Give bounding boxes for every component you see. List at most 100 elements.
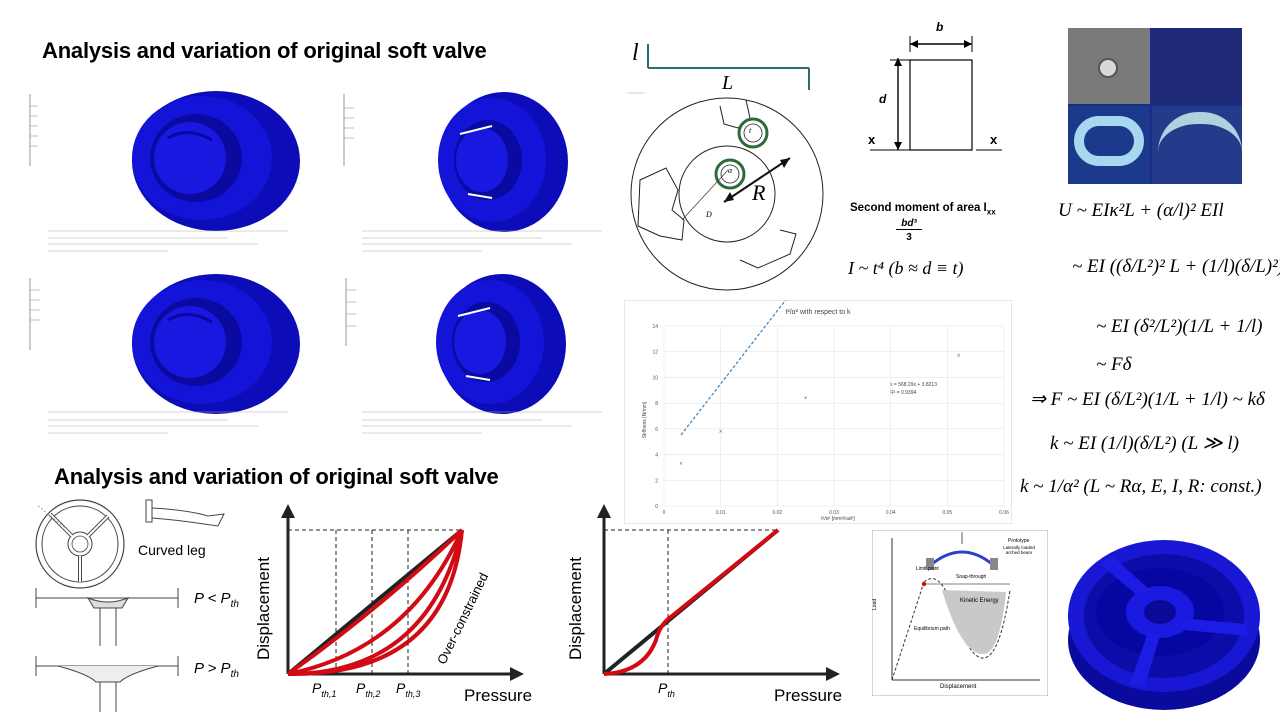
prototype-desc: Laterally loaded arched beam (1003, 545, 1035, 555)
photo-tile-1 (1068, 28, 1150, 104)
fe-render-1 (29, 91, 300, 252)
equation-1: U ~ EIκ²L + (α/l)² EIl (1058, 200, 1224, 221)
fe-panel-3 (28, 270, 340, 452)
equation-2: ~ EI ((δ/L²)² L + (1/l)(δ/L)²) (1072, 256, 1280, 277)
pth-text: P (658, 680, 668, 696)
x-tick-label: 0.04 (886, 510, 896, 516)
x-tick-label: 0.03 (829, 510, 839, 516)
label-l: l (632, 40, 639, 66)
limit-point-marker (921, 581, 927, 587)
data-point: × (804, 396, 808, 402)
pth2-text: P (356, 680, 366, 696)
p-high-text: P > P (194, 660, 231, 677)
pth1-label: Pth,1 (312, 680, 336, 699)
equation-4: ~ Fδ (1096, 354, 1132, 375)
p-high-sub: th (230, 669, 239, 680)
linear-response-line (286, 528, 464, 676)
pressure-chart-1-xlabel: Pressure (464, 686, 533, 705)
photo-tile-2 (1152, 28, 1242, 104)
y-tick-label: 6 (655, 427, 658, 433)
valve-sketch (35, 499, 225, 712)
label-b: b (936, 20, 944, 34)
label-x-right: x (990, 132, 998, 147)
page-title-bottom: Analysis and variation of original soft … (54, 464, 499, 489)
y-tick-label: 0 (655, 504, 658, 510)
label-D: D (706, 210, 712, 219)
formula-denominator: 3 (906, 232, 912, 243)
y-tick-label: 14 (652, 324, 658, 330)
moment-caption-sub: xx (986, 207, 996, 217)
fe-panel-4 (342, 270, 654, 452)
stiffness-chart-xlabel: t²/α² [mm²/rad²] (821, 516, 855, 522)
formula-numerator: bd³ (896, 218, 922, 230)
snap-through-label: Snap-through (956, 574, 987, 580)
equation-5: ⇒ F ~ EI (δ/L²)(1/L + 1/l) ~ kδ (1030, 389, 1265, 410)
pth3-label: Pth,3 (396, 680, 420, 699)
kinetic-energy-region (942, 590, 1006, 655)
curve-3 (287, 529, 464, 677)
pressure-chart-2 (597, 504, 840, 681)
photo-tile-3 (1068, 106, 1150, 184)
fe-render-3 (29, 274, 300, 434)
microscope-photo-grid (1068, 28, 1242, 184)
x-tick-label: 0 (663, 510, 666, 516)
data-point: × (957, 354, 961, 360)
limit-point-label: Limit point (916, 566, 939, 572)
cross-section-diagram (870, 36, 1002, 151)
snap-xlabel: Displacement (940, 684, 977, 690)
pressure-chart-1-ylabel: Displacement (254, 557, 273, 660)
curve-4 (286, 528, 464, 676)
fe-panel-2 (342, 86, 654, 268)
stiffness-chart-ylabel: Stiffness [N/mm] (642, 401, 648, 438)
moment-caption: Second moment of area Ixx (850, 202, 996, 216)
data-point: × (679, 462, 683, 468)
photo-tile-4 (1152, 106, 1242, 184)
label-L: L (722, 72, 734, 94)
curve-1 (287, 529, 464, 676)
equation-7: k ~ 1/α² (L ~ Rα, E, I, R: const.) (1020, 476, 1262, 497)
pressure-chart-1 (281, 504, 524, 681)
inner-hub (678, 145, 776, 243)
stiffness-r2-text: R² = 0.9394 (890, 390, 916, 396)
page-title-top: Analysis and variation of original soft … (42, 38, 487, 63)
y-tick-label: 12 (652, 350, 658, 356)
radius-arrow (723, 157, 791, 203)
equation-6: k ~ EI (1/l)(δ/L²) (L ≫ l) (1050, 433, 1239, 454)
pth1-text: P (312, 680, 322, 696)
stiffness-chart: t²/α² with respect to k Stiffness [N/mm]… (624, 300, 1012, 524)
valve-geometry-diagram (628, 44, 824, 291)
trendline (680, 300, 787, 436)
label-x-left: x (868, 132, 876, 147)
prototype-label: Prototype (1008, 538, 1030, 544)
pth1-sub: th,1 (321, 688, 337, 699)
pth3-sub: th,3 (405, 688, 421, 699)
x-tick-label: 0.06 (999, 510, 1009, 516)
fe-render-4 (345, 274, 602, 434)
label-R: R (752, 180, 766, 205)
pth3-text: P (396, 680, 406, 696)
snap-through-chart (872, 530, 1048, 696)
snap-ylabel: Load (872, 598, 878, 610)
threshold-curve (603, 528, 780, 676)
pth-sub: th (667, 688, 675, 699)
pressure-chart-2-ylabel: Displacement (566, 557, 585, 660)
x-tick-label: 0.01 (716, 510, 726, 516)
pth-label: Pth (658, 680, 675, 699)
beam-section (909, 59, 973, 151)
moment-caption-text: Second moment of area I (850, 202, 987, 214)
data-point: × (719, 429, 723, 435)
x-tick-label: 0.02 (772, 510, 782, 516)
y-tick-label: 2 (655, 478, 658, 484)
curved-leg-label: Curved leg (138, 542, 206, 558)
scaling-law: I ~ t⁴ (b ≈ d ≡ t) (848, 258, 964, 278)
label-t: t (749, 126, 752, 135)
fe-panel-1 (28, 86, 340, 268)
pth2-label: Pth,2 (356, 680, 380, 699)
p-low-text: P < P (194, 590, 231, 607)
p-low-label: P < Pth (194, 590, 239, 610)
stiffness-fit-text: k = 568.29x + 3.8213 (890, 382, 937, 388)
y-tick-label: 10 (652, 375, 658, 381)
x-tick-label: 0.05 (942, 510, 952, 516)
stiffness-chart-title: t²/α² with respect to k (785, 309, 851, 316)
y-tick-label: 4 (655, 453, 658, 459)
